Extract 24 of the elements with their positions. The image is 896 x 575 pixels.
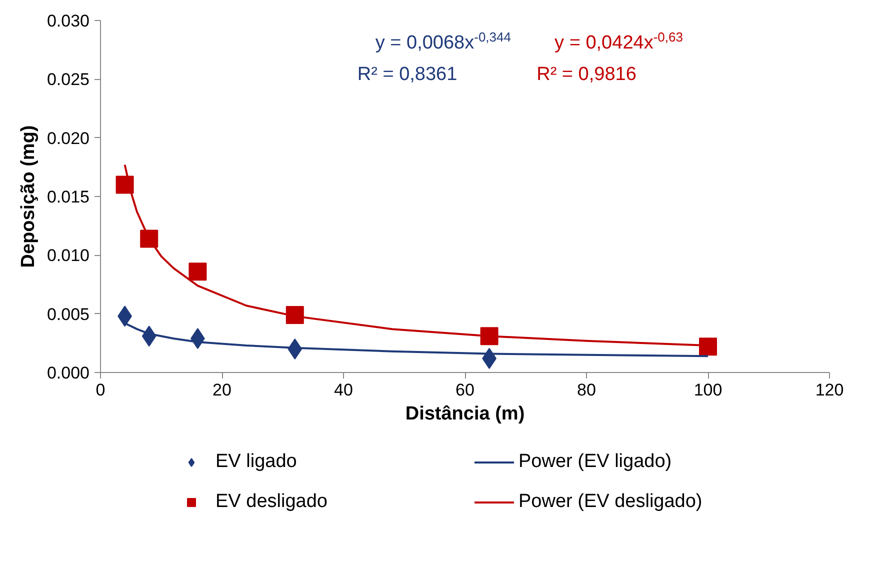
legend-label: EV desligado — [216, 491, 328, 513]
legend-label: EV ligado — [216, 451, 298, 473]
y-tick-label: 0.010 — [46, 246, 90, 266]
x-tick-label: 20 — [212, 380, 232, 400]
x-axis-title: Distância (m) — [405, 404, 525, 424]
annotation: R² = 0,9816 — [536, 64, 636, 85]
x-tick-label: 80 — [577, 380, 596, 400]
y-tick-label: 0.025 — [46, 70, 90, 90]
x-tick-label: 120 — [815, 380, 844, 400]
y-tick-label: 0.020 — [46, 128, 90, 148]
x-tick-label: 40 — [334, 380, 353, 400]
y-tick-label: 0.030 — [46, 12, 90, 30]
y-tick-label: 0.000 — [46, 364, 90, 382]
x-tick-label: 0 — [96, 380, 106, 400]
point — [188, 262, 207, 281]
point — [699, 338, 717, 356]
y-axis-title: Deposição (mg) — [18, 125, 39, 268]
y-tick-label: 0.015 — [46, 188, 90, 206]
x-tick-label: 100 — [694, 380, 722, 400]
annotation: R² = 0,8361 — [357, 64, 458, 85]
x-tick-label: 60 — [456, 380, 474, 400]
y-tick-label: 0.005 — [46, 304, 90, 324]
legend-label: Power (EV ligado) — [518, 451, 673, 473]
legend-label: Power (EV desligado) — [518, 491, 704, 513]
